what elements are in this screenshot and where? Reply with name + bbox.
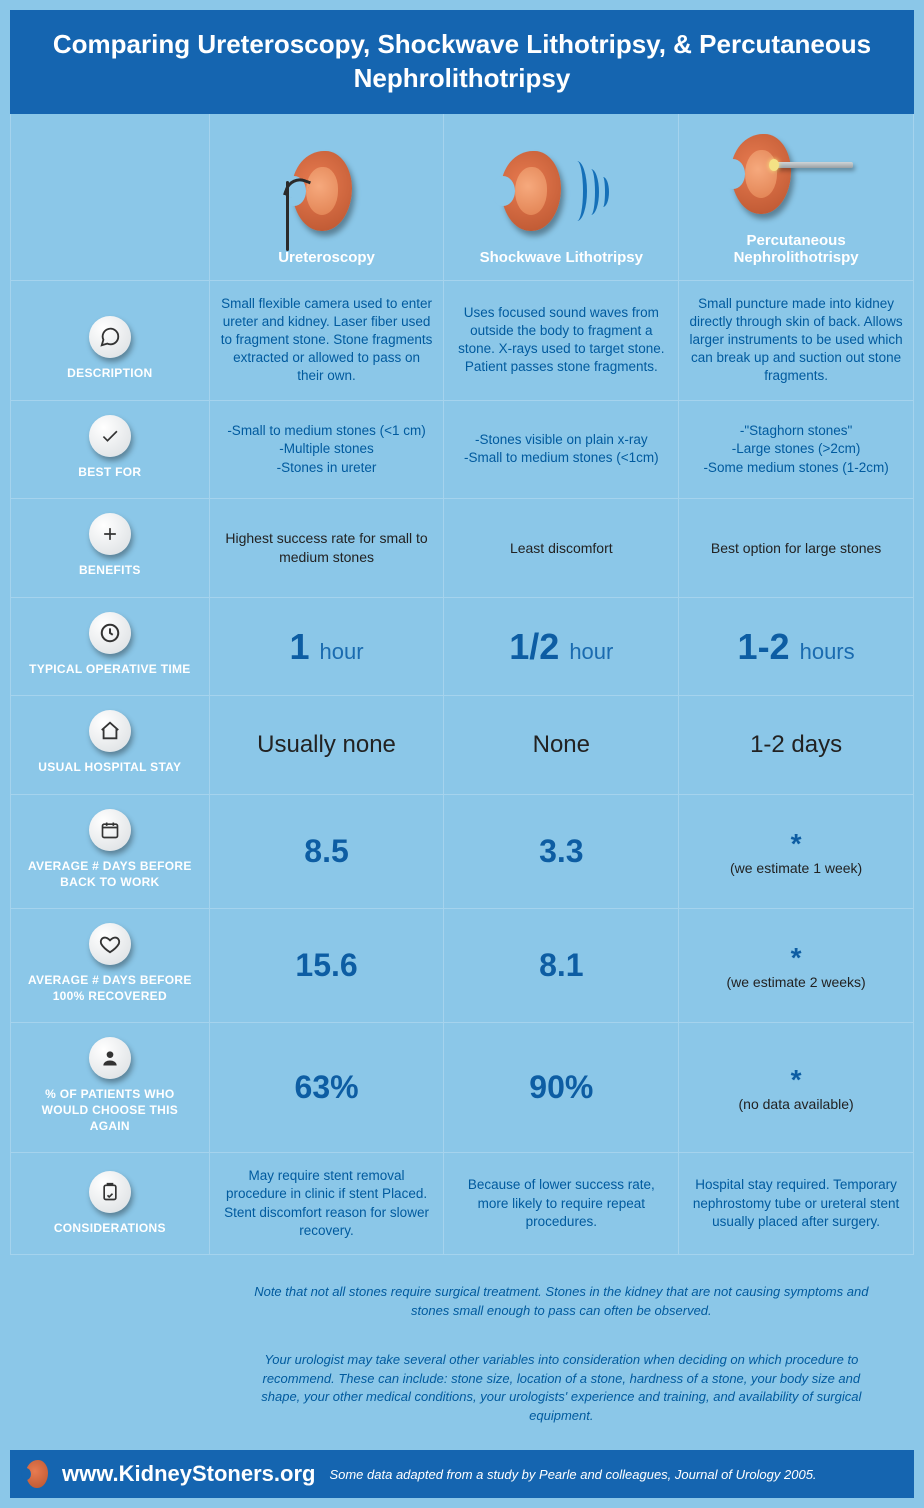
col-shockwave-header: Shockwave Lithotripsy <box>444 114 679 281</box>
desc-c1: Small flexible camera used to enter uret… <box>220 295 434 386</box>
row-optime: TYPICAL OPERATIVE TIME 1 hour 1/2 hour 1… <box>11 597 914 696</box>
choose-c3-cell: * (no data available) <box>679 1023 914 1153</box>
backtowork-c3-sub: (we estimate 1 week) <box>689 860 903 876</box>
clock-icon <box>89 612 131 654</box>
optime-c2-num: 1/2 <box>509 626 559 667</box>
desc-c2: Uses focused sound waves from outside th… <box>454 304 668 377</box>
person-icon <box>89 1037 131 1079</box>
row-hospital: USUAL HOSPITAL STAY Usually none None 1-… <box>11 696 914 795</box>
choose-c3: * <box>689 1064 903 1096</box>
calendar-icon <box>89 809 131 851</box>
check-icon <box>89 415 131 457</box>
recovered-c2: 8.1 <box>454 947 668 984</box>
row-choose-label: % OF PATIENTS WHO WOULD CHOOSE THIS AGAI… <box>21 1087 199 1134</box>
recovered-c3: * <box>689 942 903 974</box>
row-benefits: BENEFITS Highest success rate for small … <box>11 499 914 598</box>
recovered-c3-sub: (we estimate 2 weeks) <box>689 974 903 990</box>
backtowork-c3: * <box>689 828 903 860</box>
recovered-c1: 15.6 <box>220 947 434 984</box>
row-recovered-label: AVERAGE # DAYS BEFORE 100% RECOVERED <box>21 973 199 1004</box>
desc-c3: Small puncture made into kidney directly… <box>689 295 903 386</box>
footer-credit: Some data adapted from a study by Pearle… <box>329 1467 816 1482</box>
row-bestfor: BEST FOR -Small to medium stones (<1 cm)… <box>11 400 914 499</box>
kidney-pcnl-icon <box>731 134 861 224</box>
row-backtowork-label: AVERAGE # DAYS BEFORE BACK TO WORK <box>21 859 199 890</box>
benefits-c3: Best option for large stones <box>689 539 903 558</box>
col-pcnl-header: Percutaneous Nephrolithotrispy <box>679 114 914 281</box>
optime-c3-unit: hours <box>800 639 855 664</box>
footer-bar: www.KidneyStoners.org Some data adapted … <box>10 1450 914 1498</box>
considerations-c1: May require stent removal procedure in c… <box>220 1167 434 1240</box>
optime-c1-num: 1 <box>289 626 309 667</box>
col-ureteroscopy-header: Ureteroscopy <box>209 114 444 281</box>
optime-c3-num: 1-2 <box>738 626 790 667</box>
row-considerations: CONSIDERATIONS May require stent removal… <box>11 1153 914 1255</box>
col2-title: Shockwave Lithotripsy <box>454 249 668 266</box>
row-optime-label: TYPICAL OPERATIVE TIME <box>21 662 199 678</box>
kidney-shockwave-icon <box>501 151 621 241</box>
note-1: Note that not all stones require surgica… <box>219 1273 903 1331</box>
row-notes: Note that not all stones require surgica… <box>11 1255 914 1451</box>
benefits-c2: Least discomfort <box>454 539 668 558</box>
row-considerations-label: CONSIDERATIONS <box>21 1221 199 1237</box>
clipboard-icon <box>89 1171 131 1213</box>
heart-icon <box>89 923 131 965</box>
recovered-c3-cell: * (we estimate 2 weeks) <box>679 909 914 1023</box>
bestfor-c1: -Small to medium stones (<1 cm) -Multipl… <box>220 422 434 477</box>
bestfor-c2: -Stones visible on plain x-ray -Small to… <box>454 431 668 467</box>
comparison-table: Ureteroscopy Shockwave Lithotripsy Percu… <box>10 114 914 1451</box>
optime-c1: 1 hour <box>209 597 444 696</box>
speech-bubble-icon <box>89 316 131 358</box>
choose-c1: 63% <box>220 1069 434 1106</box>
optime-c3: 1-2 hours <box>679 597 914 696</box>
row-recovered: AVERAGE # DAYS BEFORE 100% RECOVERED 15.… <box>11 909 914 1023</box>
considerations-c2: Because of lower success rate, more like… <box>454 1176 668 1231</box>
kidney-ureteroscopy-icon <box>292 151 362 241</box>
row-choose: % OF PATIENTS WHO WOULD CHOOSE THIS AGAI… <box>11 1023 914 1153</box>
choose-c3-sub: (no data available) <box>689 1096 903 1112</box>
row-description-label: DESCRIPTION <box>21 366 199 382</box>
hospital-c3: 1-2 days <box>689 731 903 759</box>
infographic-container: Comparing Ureteroscopy, Shockwave Lithot… <box>10 10 914 1498</box>
considerations-c3: Hospital stay required. Temporary nephro… <box>689 1176 903 1231</box>
col3-title: Percutaneous Nephrolithotrispy <box>689 232 903 266</box>
choose-c2: 90% <box>454 1069 668 1106</box>
row-benefits-label: BENEFITS <box>21 563 199 579</box>
col1-title: Ureteroscopy <box>220 249 434 266</box>
optime-c2-unit: hour <box>569 639 613 664</box>
title-header: Comparing Ureteroscopy, Shockwave Lithot… <box>10 10 914 114</box>
row-hospital-label: USUAL HOSPITAL STAY <box>21 760 199 776</box>
hospital-c2: None <box>454 731 668 759</box>
optime-c1-unit: hour <box>320 639 364 664</box>
note-2: Your urologist may take several other va… <box>219 1341 903 1436</box>
backtowork-c3-cell: * (we estimate 1 week) <box>679 795 914 909</box>
backtowork-c1: 8.5 <box>220 833 434 870</box>
empty-corner <box>11 114 210 281</box>
page-title: Comparing Ureteroscopy, Shockwave Lithot… <box>20 28 904 96</box>
footer-url[interactable]: www.KidneyStoners.org <box>62 1461 315 1487</box>
backtowork-c2: 3.3 <box>454 833 668 870</box>
home-icon <box>89 710 131 752</box>
column-header-row: Ureteroscopy Shockwave Lithotripsy Percu… <box>11 114 914 281</box>
optime-c2: 1/2 hour <box>444 597 679 696</box>
bestfor-c3: -"Staghorn stones" -Large stones (>2cm) … <box>689 422 903 477</box>
row-backtowork: AVERAGE # DAYS BEFORE BACK TO WORK 8.5 3… <box>11 795 914 909</box>
hospital-c1: Usually none <box>220 731 434 759</box>
row-description: DESCRIPTION Small flexible camera used t… <box>11 280 914 400</box>
row-bestfor-label: BEST FOR <box>21 465 199 481</box>
kidney-logo-icon <box>26 1460 48 1488</box>
benefits-c1: Highest success rate for small to medium… <box>220 529 434 567</box>
plus-icon <box>89 513 131 555</box>
